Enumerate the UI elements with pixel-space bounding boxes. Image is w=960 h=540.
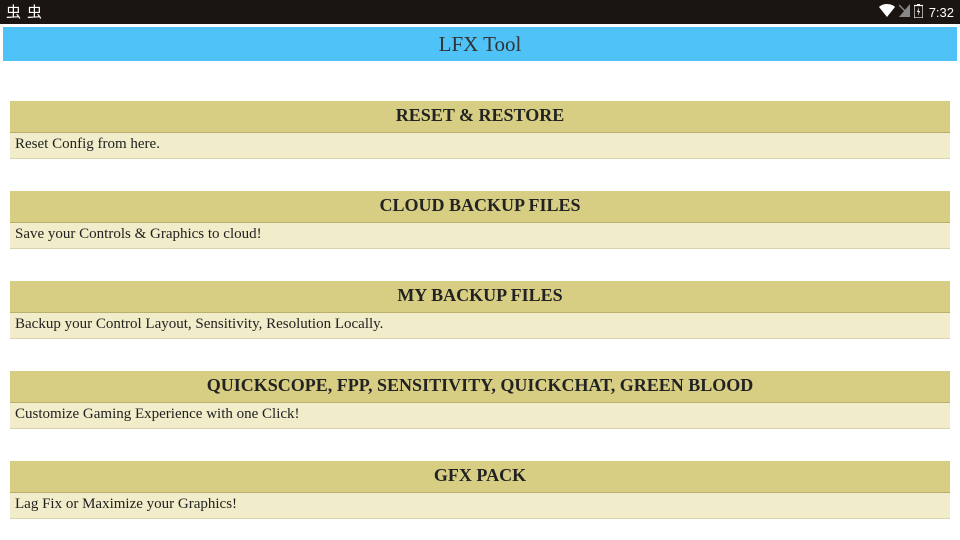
section-header: GFX PACK (10, 461, 950, 493)
section-quickscope[interactable]: QUICKSCOPE, FPP, SENSITIVITY, QUICKCHAT,… (10, 371, 950, 429)
main-content: RESET & RESTORE Reset Config from here. … (0, 101, 960, 519)
battery-charging-icon (914, 4, 923, 21)
status-right: 7:32 (879, 4, 954, 21)
section-description: Backup your Control Layout, Sensitivity,… (10, 313, 950, 339)
section-description: Reset Config from here. (10, 133, 950, 159)
section-description: Lag Fix or Maximize your Graphics! (10, 493, 950, 519)
app-title-bar: LFX Tool (3, 27, 957, 61)
section-header: MY BACKUP FILES (10, 281, 950, 313)
section-gfx-pack[interactable]: GFX PACK Lag Fix or Maximize your Graphi… (10, 461, 950, 519)
wifi-icon (879, 4, 895, 20)
section-cloud-backup[interactable]: CLOUD BACKUP FILES Save your Controls & … (10, 191, 950, 249)
section-header: QUICKSCOPE, FPP, SENSITIVITY, QUICKCHAT,… (10, 371, 950, 403)
bug-icon: 虫 (27, 5, 42, 20)
app-title: LFX Tool (439, 32, 522, 57)
section-description: Customize Gaming Experience with one Cli… (10, 403, 950, 429)
section-header: CLOUD BACKUP FILES (10, 191, 950, 223)
section-header: RESET & RESTORE (10, 101, 950, 133)
status-time: 7:32 (929, 5, 954, 20)
section-my-backup[interactable]: MY BACKUP FILES Backup your Control Layo… (10, 281, 950, 339)
status-left: 虫 虫 (6, 5, 42, 20)
status-bar: 虫 虫 7:32 (0, 0, 960, 24)
no-sim-icon (899, 4, 910, 20)
bug-icon: 虫 (6, 5, 21, 20)
section-description: Save your Controls & Graphics to cloud! (10, 223, 950, 249)
section-reset-restore[interactable]: RESET & RESTORE Reset Config from here. (10, 101, 950, 159)
